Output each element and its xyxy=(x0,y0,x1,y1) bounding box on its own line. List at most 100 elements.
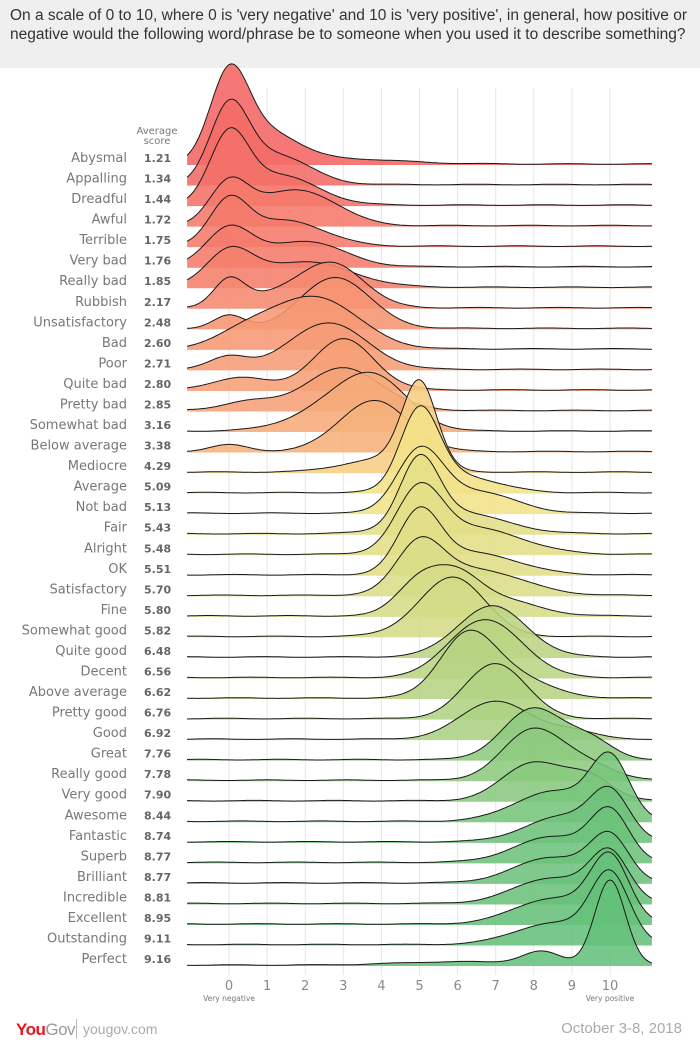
ridge-outline xyxy=(187,663,652,720)
ridge-fill xyxy=(187,338,652,391)
row-score: 5.13 xyxy=(144,501,171,514)
row-label: OK xyxy=(108,562,127,577)
row-score: 5.43 xyxy=(144,522,171,535)
ridge-fill xyxy=(187,880,652,967)
logo-part-a: You xyxy=(16,1020,46,1039)
ridge-fill xyxy=(187,630,652,700)
ridge-dreadful xyxy=(186,127,652,207)
ridge-very-bad xyxy=(186,224,652,268)
ridge-outline xyxy=(187,751,653,823)
ridge-outline xyxy=(187,261,652,309)
ridge-satisfactory xyxy=(187,536,652,597)
x-tick-label: 1 xyxy=(263,979,271,994)
ridge-incredible xyxy=(187,847,653,905)
row-score: 1.44 xyxy=(144,193,171,206)
x-tick-label: 3 xyxy=(339,979,347,994)
row-score: 8.77 xyxy=(144,871,171,884)
ridge-awesome xyxy=(187,751,653,823)
row-score: 2.17 xyxy=(144,296,171,309)
ridge-outline xyxy=(187,879,653,966)
ridge-fill xyxy=(187,536,652,597)
row-score: 1.75 xyxy=(144,234,171,247)
row-label: Incredible xyxy=(63,890,127,905)
ridgeline-chart: Average score Abysmal 1.21 Appalling 1.34 Dr… xyxy=(22,63,653,1003)
row-score: 1.34 xyxy=(144,173,171,186)
row-label: Mediocre xyxy=(68,459,127,474)
ridge-superb xyxy=(187,806,653,864)
x-tick-label: 10 xyxy=(602,979,619,994)
score-header-line2: score xyxy=(144,136,171,147)
row-label: Great xyxy=(91,747,127,762)
row-score: 6.76 xyxy=(144,707,171,720)
ridge-fill xyxy=(187,127,652,207)
ridge-fill xyxy=(187,367,652,412)
ridge-fill xyxy=(187,322,652,371)
row-label: Excellent xyxy=(68,911,127,926)
row-label: Average xyxy=(74,480,127,495)
ridge-brilliant xyxy=(187,830,653,884)
row-labels: Abysmal 1.21 Appalling 1.34 Dreadful 1.44 Awfu… xyxy=(22,151,172,967)
ridge-excellent xyxy=(187,851,653,925)
row-label: Rubbish xyxy=(75,295,127,310)
ridge-decent xyxy=(187,619,652,679)
footer-url[interactable]: yougov.com xyxy=(83,1021,158,1037)
row-score: 2.80 xyxy=(144,378,171,391)
ridge-outline xyxy=(186,127,652,206)
row-score: 2.71 xyxy=(144,357,171,370)
ridge-fill xyxy=(187,176,652,227)
x-tick-label: 2 xyxy=(301,979,309,994)
ridge-fill xyxy=(187,869,652,946)
ridge-appalling xyxy=(186,98,652,186)
x-tick-label: 5 xyxy=(415,979,423,994)
ridge-fill xyxy=(187,195,652,248)
row-label: Really bad xyxy=(59,274,127,289)
row-label: Unsatisfactory xyxy=(33,315,127,330)
ridge-outline xyxy=(186,322,652,371)
row-label: Very bad xyxy=(69,254,127,269)
row-score: 5.80 xyxy=(144,604,171,617)
ridge-outline xyxy=(187,481,652,556)
row-label: Decent xyxy=(81,665,128,680)
ridge-outline xyxy=(187,506,652,576)
ridge-outline xyxy=(187,629,652,699)
ridge-outline xyxy=(187,405,652,494)
ridge-fill xyxy=(187,619,652,679)
row-label: Poor xyxy=(98,356,127,371)
row-label: Pretty bad xyxy=(60,397,127,412)
x-tick-label: 7 xyxy=(492,979,500,994)
row-label: Bad xyxy=(102,336,127,351)
x-tick-label: 9 xyxy=(568,979,576,994)
row-score: 5.82 xyxy=(144,624,171,637)
ridge-fill xyxy=(187,225,652,268)
row-label: Fantastic xyxy=(69,829,127,844)
row-score: 3.16 xyxy=(144,419,171,432)
ridge-outline xyxy=(187,707,652,761)
ridge-outline xyxy=(186,98,652,186)
row-score: 4.29 xyxy=(144,460,171,473)
ridge-fill xyxy=(187,564,652,617)
row-score: 9.16 xyxy=(144,953,171,966)
ridge-above-average xyxy=(187,629,652,700)
ridge-poor xyxy=(186,322,652,371)
row-label: Really good xyxy=(51,767,127,782)
x-axis-ticks: 0 1 2 3 4 5 6 7 8 9 10 xyxy=(225,979,618,994)
row-label: Superb xyxy=(81,849,127,864)
row-label: Somewhat good xyxy=(22,623,127,638)
row-label: Below average xyxy=(31,439,127,454)
row-score: 5.70 xyxy=(144,583,171,596)
row-score: 9.11 xyxy=(144,933,171,946)
ridge-fill xyxy=(187,847,652,905)
row-label: Brilliant xyxy=(77,870,127,885)
ridge-outline xyxy=(187,379,652,473)
row-score: 8.81 xyxy=(144,891,171,904)
row-score: 8.77 xyxy=(144,850,171,863)
row-label: Somewhat bad xyxy=(30,418,127,433)
row-score: 7.76 xyxy=(144,748,171,761)
ridge-outline xyxy=(187,727,652,781)
row-score: 6.48 xyxy=(144,645,171,658)
row-label: Quite good xyxy=(55,644,127,659)
ridge-outline xyxy=(187,806,653,864)
row-label: Perfect xyxy=(81,952,127,967)
ridge-fill xyxy=(187,806,652,864)
ridge-outline xyxy=(187,453,652,535)
